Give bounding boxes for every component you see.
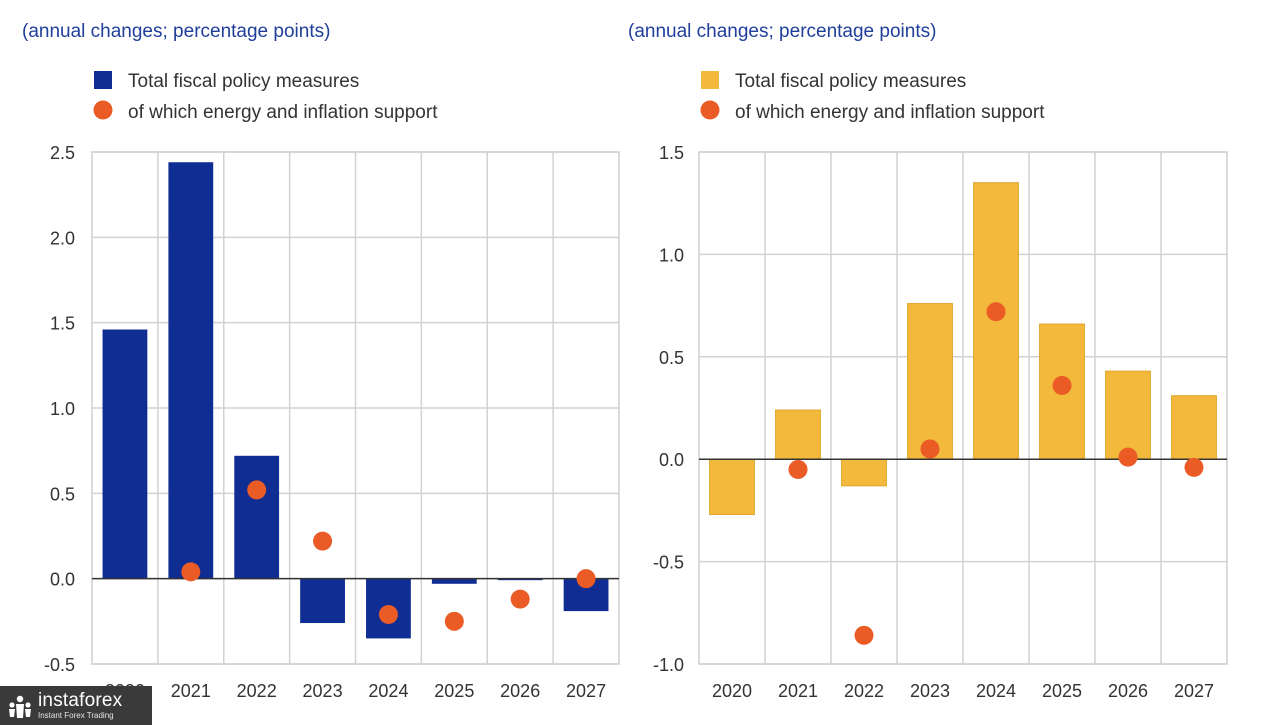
chart2-bar-2020 [709, 458, 755, 515]
chart2-dot-2026 [1118, 447, 1138, 467]
chart2-subtitle: (annual changes; percentage points) [628, 21, 936, 42]
chart1-x-tick-label: 2023 [303, 681, 343, 701]
chart1-y-tick-label: 2.5 [50, 143, 75, 163]
chart1-x-tick-label: 2025 [434, 681, 474, 701]
chart1-y-tick-label: 1.0 [50, 399, 75, 419]
chart1-x-tick-label: 2021 [171, 681, 211, 701]
chart1-legend-bar-label: Total fiscal policy measures [128, 71, 359, 92]
chart2-bar-2026 [1105, 370, 1151, 460]
chart1-dot-2025 [444, 611, 464, 631]
chart2-x-tick-label: 2022 [844, 681, 884, 701]
chart2-dot-2022 [854, 625, 874, 645]
chart1-bar-2022 [234, 455, 280, 579]
instaforex-watermark: instaforex Instant Forex Trading [0, 686, 152, 725]
chart2-x-tick-label: 2020 [712, 681, 752, 701]
chart2-dot-2021 [788, 459, 808, 479]
chart2-y-tick-label: 1.5 [659, 143, 684, 163]
chart1-bar-2025 [431, 578, 477, 584]
chart2-bar-2027 [1171, 395, 1217, 460]
chart1-x-tick-label: 2024 [368, 681, 408, 701]
chart1-legend-bar-swatch [94, 71, 112, 89]
chart1-subtitle: (annual changes; percentage points) [22, 21, 330, 42]
chart2-y-tick-label: -0.5 [653, 553, 684, 573]
chart1-bar-2020 [102, 329, 148, 579]
chart2-bar-2023 [907, 303, 953, 460]
chart2-y-tick-label: 1.0 [659, 245, 684, 265]
chart1-legend-dot-swatch [93, 100, 113, 120]
chart1-legend-dot-label: of which energy and inflation support [128, 102, 438, 123]
chart1-y-tick-label: 0.5 [50, 484, 75, 504]
chart2-dot-2027 [1184, 457, 1204, 477]
chart2-legend-bar-swatch [701, 71, 719, 89]
chart1-dot-2023 [313, 531, 333, 551]
chart1-dot-2022 [247, 480, 267, 500]
chart2-x-tick-label: 2023 [910, 681, 950, 701]
chart1-dot-2027 [576, 569, 596, 589]
chart2-legend-dot-swatch [700, 100, 720, 120]
chart2-dot-2023 [920, 439, 940, 459]
chart1-bar-2021 [168, 162, 214, 579]
watermark-name: instaforex [38, 690, 123, 711]
chart1-x-tick-label: 2022 [237, 681, 277, 701]
chart1-x-tick-label: 2026 [500, 681, 540, 701]
chart2-y-tick-label: -1.0 [653, 655, 684, 675]
chart1-dot-2024 [378, 605, 398, 625]
chart2-x-tick-label: 2021 [778, 681, 818, 701]
chart2-bar-2022 [841, 458, 887, 487]
chart1-dot-2026 [510, 589, 530, 609]
chart2-x-tick-label: 2025 [1042, 681, 1082, 701]
chart1-y-tick-label: 1.5 [50, 314, 75, 334]
instaforex-logo-icon [9, 695, 31, 718]
chart1-bar-2023 [300, 578, 345, 624]
chart2-x-tick-label: 2027 [1174, 681, 1214, 701]
chart2-y-tick-label: 0.0 [659, 450, 684, 470]
chart2-dot-2025 [1052, 375, 1072, 395]
chart2-dot-2024 [986, 302, 1006, 322]
chart2-x-tick-label: 2026 [1108, 681, 1148, 701]
chart1-y-tick-label: 2.0 [50, 228, 75, 248]
chart2-legend-bar-label: Total fiscal policy measures [735, 71, 966, 92]
chart1-y-tick-label: 0.0 [50, 570, 75, 590]
chart1-y-tick-label: -0.5 [44, 655, 75, 675]
chart2-legend-dot-label: of which energy and inflation support [735, 102, 1045, 123]
chart1-x-tick-label: 2027 [566, 681, 606, 701]
chart2-bar-2021 [775, 409, 821, 460]
chart2-x-tick-label: 2024 [976, 681, 1016, 701]
watermark-tagline: Instant Forex Trading [38, 711, 114, 720]
chart2-y-tick-label: 0.5 [659, 348, 684, 368]
chart1-dot-2021 [181, 562, 201, 582]
